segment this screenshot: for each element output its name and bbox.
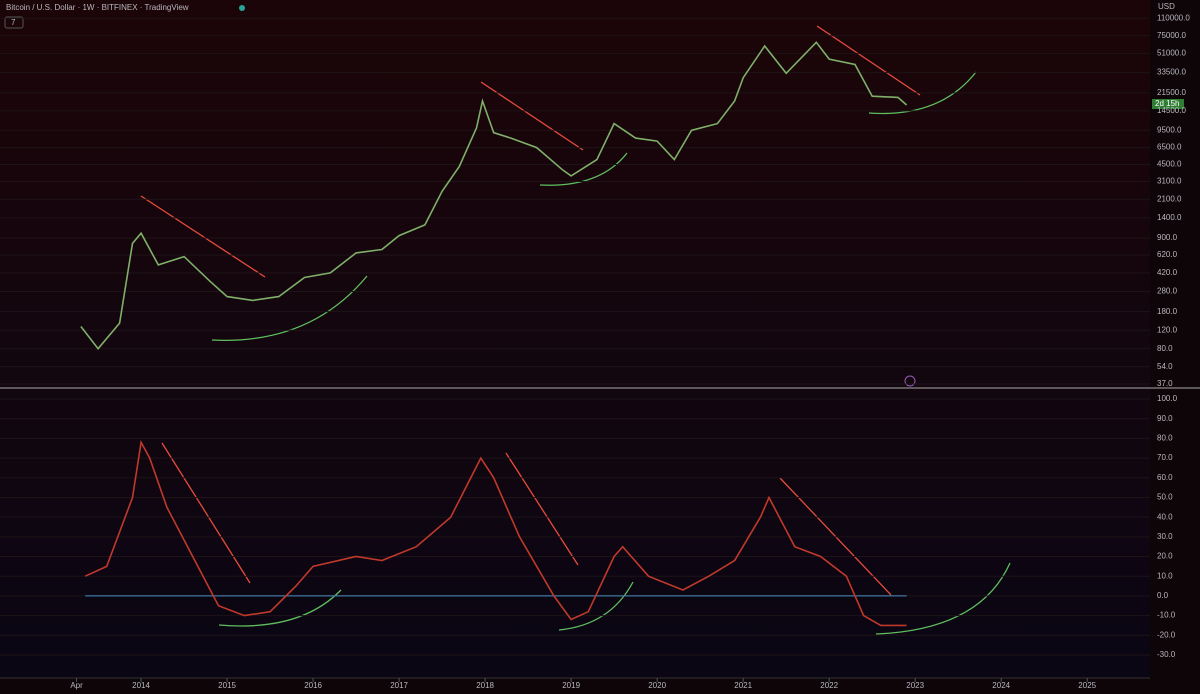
y-tick-label: 21500.0 <box>1157 88 1186 97</box>
x-tick-label: 2025 <box>1078 681 1096 690</box>
x-tick-label: 2014 <box>132 681 150 690</box>
x-tick-label: 2017 <box>390 681 408 690</box>
y-tick-label: 70.0 <box>1157 453 1173 462</box>
x-tick-label: 2019 <box>562 681 580 690</box>
indicator-box[interactable] <box>4 16 24 29</box>
data-line <box>80 41 908 350</box>
y-tick-label: 54.0 <box>1157 362 1173 371</box>
y-tick-label: -30.0 <box>1157 650 1176 659</box>
x-tick-label: 2021 <box>734 681 752 690</box>
y-tick-label: 20.0 <box>1157 552 1173 561</box>
countdown-tag <box>1152 99 1184 109</box>
arrow <box>218 589 342 627</box>
y-tick-label: 280.0 <box>1157 287 1178 296</box>
y-tick-label: 900.0 <box>1157 233 1178 242</box>
y-tick-label: 2100.0 <box>1157 194 1182 203</box>
y-tick-label: 10.0 <box>1157 571 1173 580</box>
y-tick-label: 1400.0 <box>1157 213 1182 222</box>
x-tick-label: 2024 <box>992 681 1010 690</box>
y-tick-label: 80.0 <box>1157 434 1173 443</box>
y-tick-label: 90.0 <box>1157 414 1173 423</box>
y-tick-label: 0.0 <box>1157 591 1169 600</box>
y-tick-label: 60.0 <box>1157 473 1173 482</box>
y-tick-label: 33500.0 <box>1157 68 1186 77</box>
arrow <box>875 562 1011 635</box>
y-tick-label: -10.0 <box>1157 611 1176 620</box>
x-tick-label: 2015 <box>218 681 236 690</box>
y-tick-label: 50.0 <box>1157 493 1173 502</box>
arrow <box>505 452 579 566</box>
y-tick-label: 9500.0 <box>1157 125 1182 134</box>
y-tick-label: 37.0 <box>1157 379 1173 388</box>
x-tick-label: Apr <box>70 681 83 690</box>
arrow <box>816 25 921 96</box>
x-tick-label: 2018 <box>476 681 494 690</box>
events-icon[interactable] <box>904 375 916 387</box>
arrow <box>161 442 251 584</box>
indicator-count: 7 <box>11 18 16 27</box>
y-tick-label: 110000.0 <box>1157 13 1190 22</box>
y-tick-label: 100.0 <box>1157 394 1178 403</box>
arrow <box>140 195 266 278</box>
y-tick-label: 51000.0 <box>1157 49 1186 58</box>
y-tick-label: 30.0 <box>1157 532 1173 541</box>
y-tick-label: 40.0 <box>1157 512 1173 521</box>
y-tick-label: 14500.0 <box>1157 106 1186 115</box>
y-tick-label: 420.0 <box>1157 268 1178 277</box>
y-tick-label: 4500.0 <box>1157 160 1182 169</box>
x-tick-label: 2016 <box>304 681 322 690</box>
y-tick-label: 80.0 <box>1157 344 1173 353</box>
y-tick-label: -20.0 <box>1157 630 1176 639</box>
countdown: 2d 15h <box>1155 99 1179 108</box>
arrow <box>868 71 977 115</box>
plot-background <box>0 0 1150 678</box>
y-tick-label: 3100.0 <box>1157 177 1182 186</box>
y-tick-label: 6500.0 <box>1157 143 1182 152</box>
axis-background <box>1150 0 1200 694</box>
currency-label[interactable]: USD <box>1158 2 1175 11</box>
y-tick-label: 180.0 <box>1157 307 1178 316</box>
arrow <box>539 152 628 186</box>
y-tick-label: 120.0 <box>1157 325 1178 334</box>
y-tick-label: 75000.0 <box>1157 31 1186 40</box>
x-tick-label: 2020 <box>648 681 666 690</box>
y-tick-label: 620.0 <box>1157 250 1178 259</box>
x-tick-label: 2022 <box>820 681 838 690</box>
status-dot <box>239 5 245 11</box>
chart-title: Bitcoin / U.S. Dollar · 1W · BITFINEX · … <box>6 3 189 12</box>
x-tick-label: 2023 <box>906 681 924 690</box>
data-line <box>84 439 907 627</box>
